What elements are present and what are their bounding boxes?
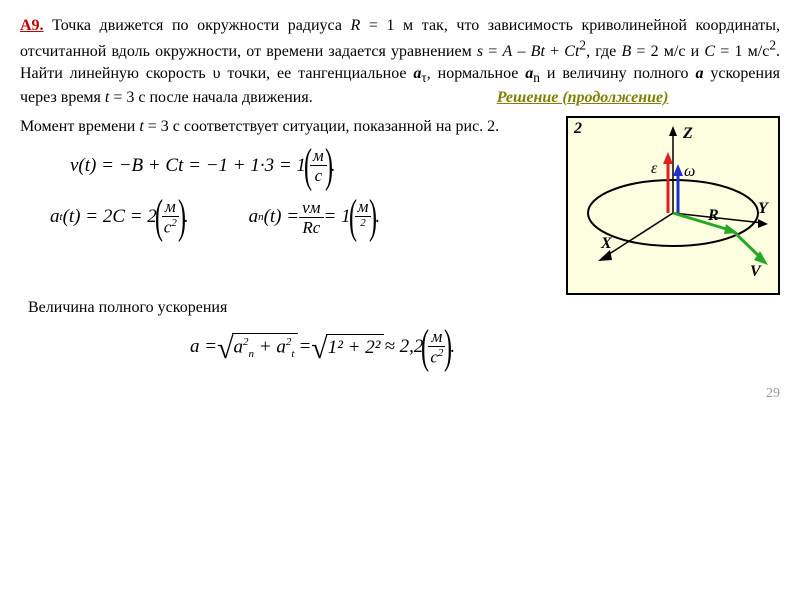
eq-an-mid: (t) =	[264, 206, 300, 228]
frac-den: Rс	[299, 218, 323, 236]
figure-label: 2	[574, 120, 582, 138]
axis-x-label: X	[600, 235, 612, 252]
lparen-icon: (	[421, 325, 429, 368]
eq-at-mid: (t) = 2C = 2	[63, 206, 157, 228]
lparen-icon: (	[155, 195, 163, 238]
eq-an-a: a	[249, 206, 259, 228]
vector-eps-label: ε	[651, 160, 658, 177]
vector-r-label: R	[707, 207, 719, 224]
page-number: 29	[20, 386, 780, 402]
solution-title: Решение (продолжение)	[497, 89, 669, 106]
eq-a-mid: =	[298, 336, 311, 358]
unit-num: м	[428, 328, 445, 347]
eq-at-a: a	[50, 206, 60, 228]
equation-at: at(t) = 2C = 2 ( м с2 ).	[50, 195, 189, 238]
unit-frac: м с2	[161, 198, 180, 236]
rparen-icon: )	[369, 195, 377, 238]
equation-an: an(t) = vм Rс = 1 ( м 2 ).	[249, 195, 381, 238]
rparen-icon: )	[178, 195, 186, 238]
frac-num: vм	[299, 199, 323, 218]
unit-den: 2	[357, 217, 369, 236]
figure-2: 2 Z Y X R V	[566, 116, 780, 295]
vector-omega-label: ω	[684, 163, 695, 180]
equation-velocity: v(t) = −B + Ct = −1 + 1·3 = 1 ( м с ).	[70, 144, 556, 187]
unit-den: с	[312, 166, 326, 184]
eq-a-approx: ≈ 2,2	[384, 336, 423, 358]
eq-an-eq: = 1	[324, 206, 351, 228]
axis-z-label: Z	[682, 125, 693, 142]
unit-den: с2	[161, 217, 180, 236]
lparen-icon: (	[349, 195, 357, 238]
rparen-icon: )	[444, 325, 452, 368]
equation-full-a: a = a2n + a2t = 1² + 2² ≈ 2,2 ( м с2 ).	[190, 325, 780, 368]
problem-label: А9.	[20, 17, 44, 34]
vector-v-label: V	[750, 263, 762, 280]
sqrt-2: 1² + 2²	[311, 330, 384, 364]
unit-num: м	[162, 198, 179, 217]
full-accel-label: Величина полного ускорения	[28, 299, 780, 317]
diagram-svg: Z Y X R V ε ω	[568, 118, 778, 293]
problem-statement: А9. Точка движется по окружности радиуса…	[20, 15, 780, 108]
moment-text: Момент времени t = 3 с соответствует сит…	[20, 118, 500, 136]
lparen-icon: (	[304, 144, 312, 187]
eq-v-lhs: v(t) = −B + Ct = −1 + 1·3 = 1	[70, 155, 306, 177]
axis-y-label: Y	[758, 200, 769, 217]
frac-vR: vм Rс	[299, 199, 323, 236]
eq-a-lhs: a =	[190, 336, 217, 358]
sqrt-1: a2n + a2t	[217, 330, 298, 364]
rparen-icon: )	[325, 144, 333, 187]
